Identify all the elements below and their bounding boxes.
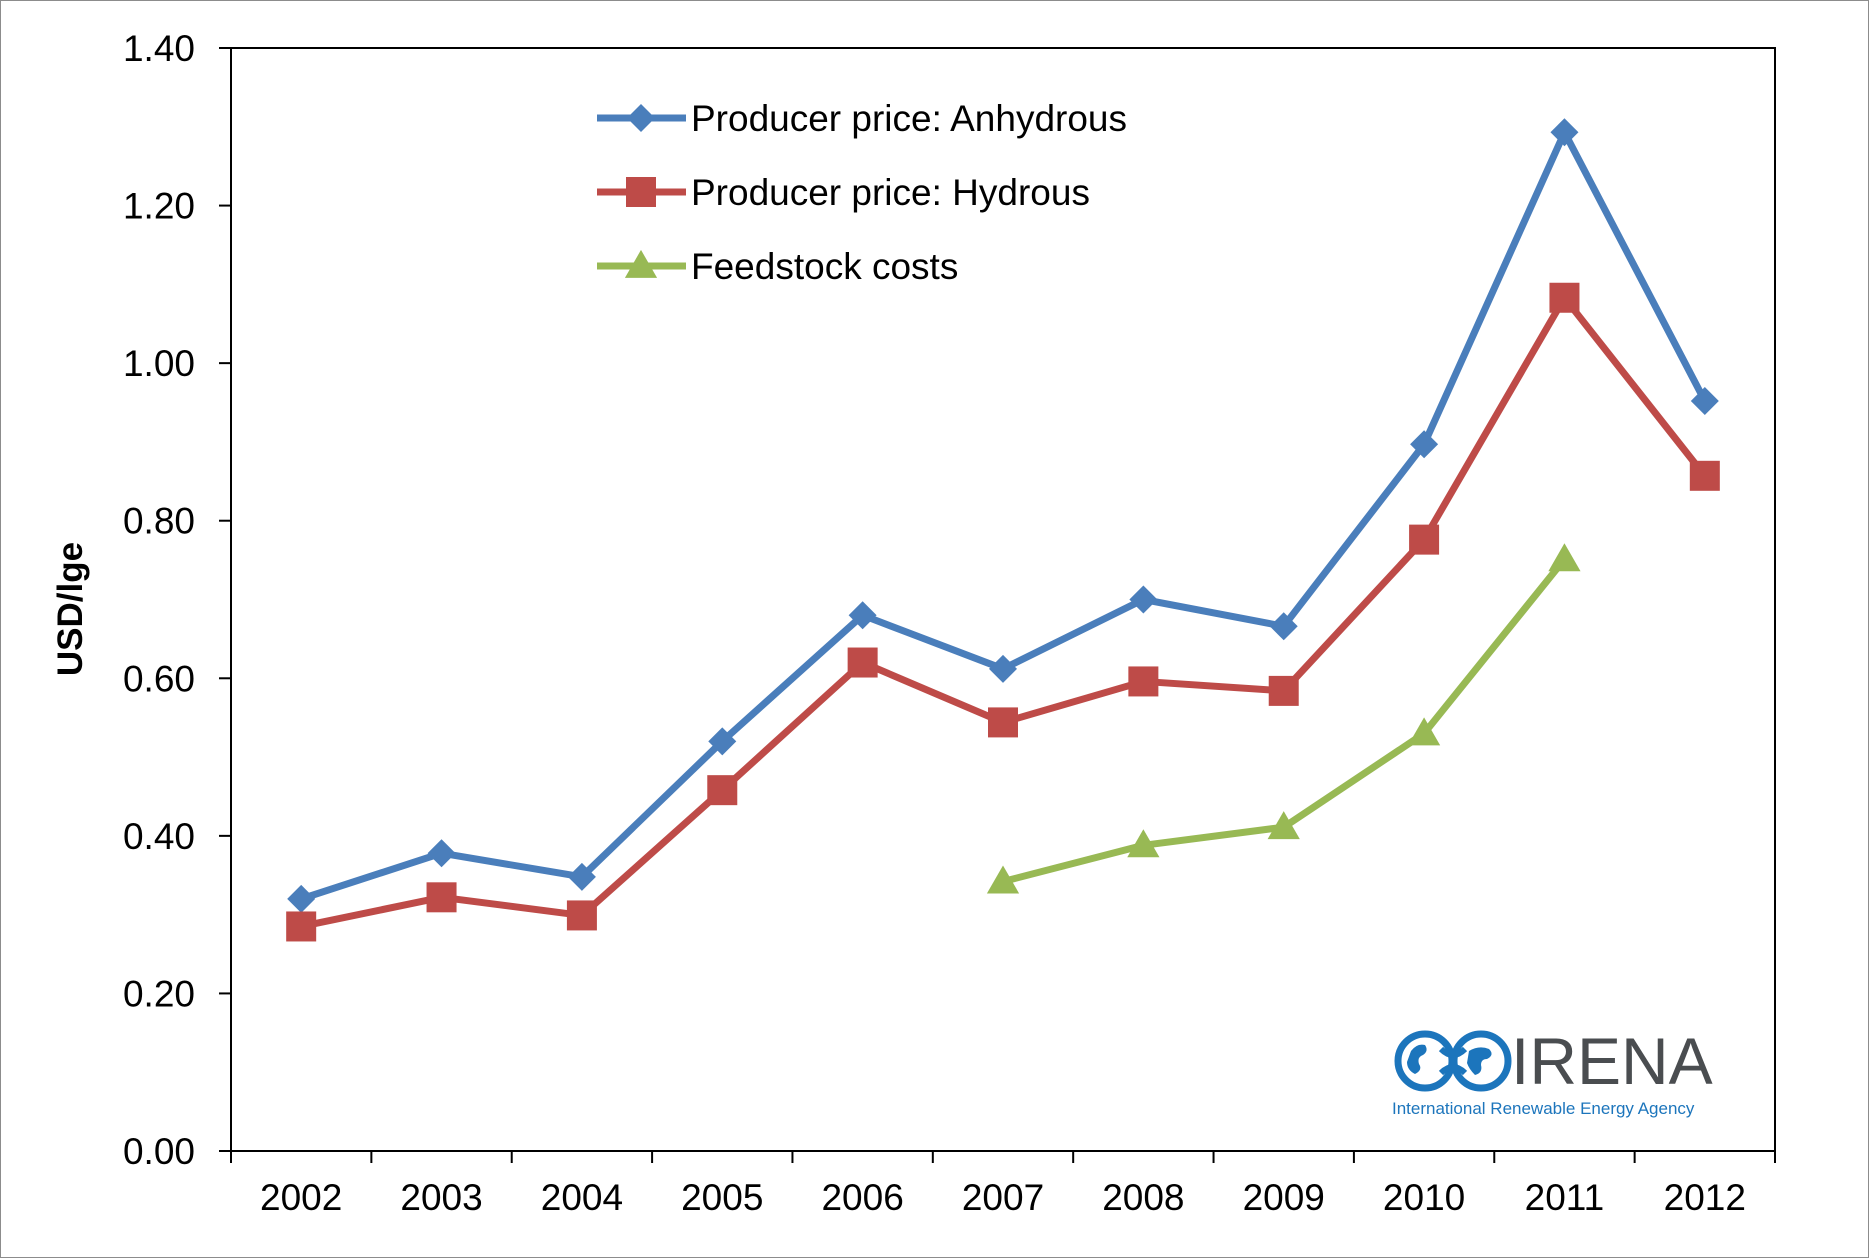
plot-area: 0.00 0.20 0.40 0.60 0.80 1.00 1.20 1.40 2002 2003… (123, 28, 1776, 1218)
data-point-triangle (1407, 717, 1441, 746)
series-2 (286, 282, 1720, 942)
data-point-diamond (1690, 386, 1719, 415)
data-point-diamond (427, 839, 456, 868)
x-tick-label: 2003 (400, 1177, 482, 1218)
legend-label: Producer price: Hydrous (691, 172, 1090, 213)
y-tick-label: 0.20 (123, 973, 195, 1014)
logo-subtitle: International Renewable Energy Agency (1392, 1099, 1695, 1118)
data-point-diamond (1410, 430, 1439, 459)
y-tick-label: 1.20 (123, 186, 195, 227)
y-tick-label: 0.00 (123, 1131, 195, 1172)
y-tick-label: 0.40 (123, 816, 195, 857)
y-tick-label: 1.40 (123, 28, 195, 69)
series-line (300, 128, 1708, 903)
x-tick-label: 2010 (1383, 1177, 1465, 1218)
data-point-triangle (1548, 543, 1581, 572)
legend-item: Producer price: Anhydrous (597, 98, 1127, 139)
series-3 (986, 543, 1581, 894)
irena-logo: IRENA International Renewable Energy Age… (1392, 1024, 1713, 1118)
data-point-square (1549, 282, 1580, 313)
x-tick-label: 2006 (821, 1177, 903, 1218)
data-point-square (1409, 524, 1440, 555)
data-point-square (847, 647, 878, 678)
legend: Producer price: Anhydrous Producer price:… (597, 98, 1127, 287)
globe-icon (1394, 1030, 1512, 1092)
data-point-square (626, 177, 656, 207)
series-1 (287, 118, 1719, 913)
data-point-diamond (1269, 612, 1298, 641)
data-point-square (1128, 666, 1159, 697)
data-point-square (286, 911, 317, 942)
data-point-diamond (1129, 585, 1158, 614)
data-point-square (1689, 460, 1720, 491)
legend-item: Feedstock costs (597, 246, 958, 287)
x-tick-label: 2005 (681, 1177, 763, 1218)
x-tick-label: 2007 (962, 1177, 1044, 1218)
data-point-square (426, 882, 457, 913)
data-point-triangle (986, 865, 1020, 894)
data-point-diamond (627, 104, 655, 132)
data-point-diamond (1550, 118, 1579, 147)
x-tick-label: 2009 (1243, 1177, 1325, 1218)
data-point-diamond (989, 654, 1017, 683)
y-tick-label: 0.60 (123, 658, 195, 699)
logo-name: IRENA (1511, 1024, 1713, 1098)
legend-label: Producer price: Anhydrous (691, 98, 1127, 139)
y-tick-label: 0.80 (123, 501, 195, 542)
series-line (300, 294, 1708, 930)
data-point-square (566, 900, 597, 931)
data-point-triangle (1267, 811, 1300, 840)
data-point-square (1268, 675, 1299, 706)
data-point-diamond (708, 727, 737, 756)
data-point-triangle (1127, 829, 1160, 858)
x-tick-label: 2011 (1525, 1177, 1605, 1218)
plot-border (230, 47, 1776, 1152)
legend-label: Feedstock costs (691, 246, 958, 287)
data-point-diamond (287, 884, 316, 913)
x-tick-label: 2012 (1664, 1177, 1746, 1218)
y-tick-label: 1.00 (123, 343, 195, 384)
data-point-triangle (624, 249, 658, 278)
x-tick-label: 2008 (1102, 1177, 1184, 1218)
legend-item: Producer price: Hydrous (597, 172, 1090, 213)
data-point-square (988, 707, 1018, 738)
data-point-diamond (567, 862, 596, 891)
data-point-square (707, 775, 738, 806)
x-tick-label: 2004 (541, 1177, 623, 1218)
x-tick-label: 2002 (260, 1177, 342, 1218)
y-axis-title: USD/lge (51, 542, 90, 676)
data-point-diamond (848, 601, 877, 630)
